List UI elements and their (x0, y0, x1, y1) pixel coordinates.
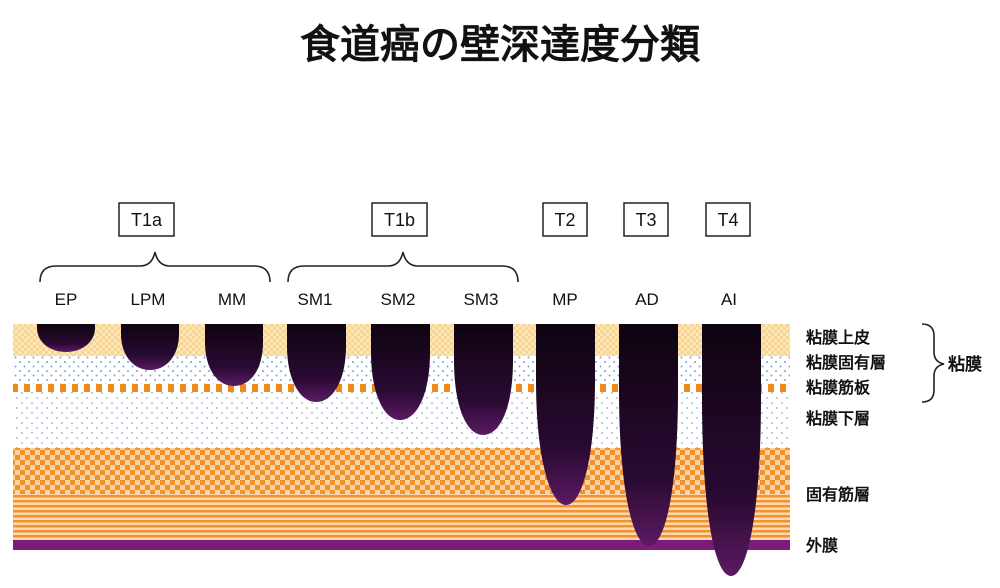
brace-t1a (39, 251, 271, 283)
tumor-ep (37, 324, 95, 352)
stage-labels: T1a T1b T2 T3 T4 (118, 202, 751, 237)
brace-mucosa (921, 323, 945, 403)
layer-label-epithelium: 粘膜上皮 (806, 328, 870, 347)
stage-label-t1a: T1a (131, 210, 163, 230)
layer-muscularis-propria-outer-band (13, 494, 790, 540)
tumor-lpm (121, 324, 179, 370)
tumor-sm1 (287, 324, 346, 402)
tumor-sm3 (454, 324, 513, 435)
brace-t1b (287, 251, 519, 283)
depth-label-ep: EP (55, 290, 78, 309)
stage-box-t2 (542, 202, 588, 237)
layer-label-muscularis-propria: 固有筋層 (806, 485, 870, 504)
tumor-ad (619, 324, 678, 546)
stage-label-t4: T4 (717, 210, 738, 230)
depth-label-ad: AD (635, 290, 659, 309)
tumor-mp (536, 324, 595, 505)
depth-label-sm3: SM3 (464, 290, 499, 309)
layer-adventitia-band (13, 540, 790, 550)
depth-label-lpm: LPM (131, 290, 166, 309)
depth-label-mp: MP (552, 290, 578, 309)
layer-label-lamina-propria: 粘膜固有層 (806, 353, 886, 372)
layer-label-muscularis-mucosae: 粘膜筋板 (806, 378, 871, 397)
layer-labels: 粘膜上皮 粘膜固有層 粘膜筋板 粘膜下層 固有筋層 外膜 (805, 328, 886, 555)
stage-box-t1b (371, 202, 428, 237)
stage-box-t4 (705, 202, 751, 237)
layer-label-adventitia: 外膜 (805, 536, 838, 555)
depth-label-sm2: SM2 (381, 290, 416, 309)
tumors (37, 324, 761, 576)
group-label-mucosa: 粘膜 (948, 354, 982, 375)
stage-box-t3 (623, 202, 669, 237)
tumor-sm2 (371, 324, 430, 420)
depth-label-sm1: SM1 (298, 290, 333, 309)
page-title: 食道癌の壁深達度分類 (300, 22, 701, 68)
depth-labels: EP LPM MM SM1 SM2 SM3 MP AD AI (55, 290, 737, 309)
stage-label-t2: T2 (554, 210, 575, 230)
stage-label-t1b: T1b (384, 210, 415, 230)
depth-label-mm: MM (218, 290, 246, 309)
layer-label-submucosa: 粘膜下層 (806, 409, 870, 428)
depth-label-ai: AI (721, 290, 737, 309)
tumor-ai (702, 324, 761, 576)
tumor-mm (205, 324, 263, 386)
stage-label-t3: T3 (635, 210, 656, 230)
stage-box-t1a (118, 202, 175, 237)
